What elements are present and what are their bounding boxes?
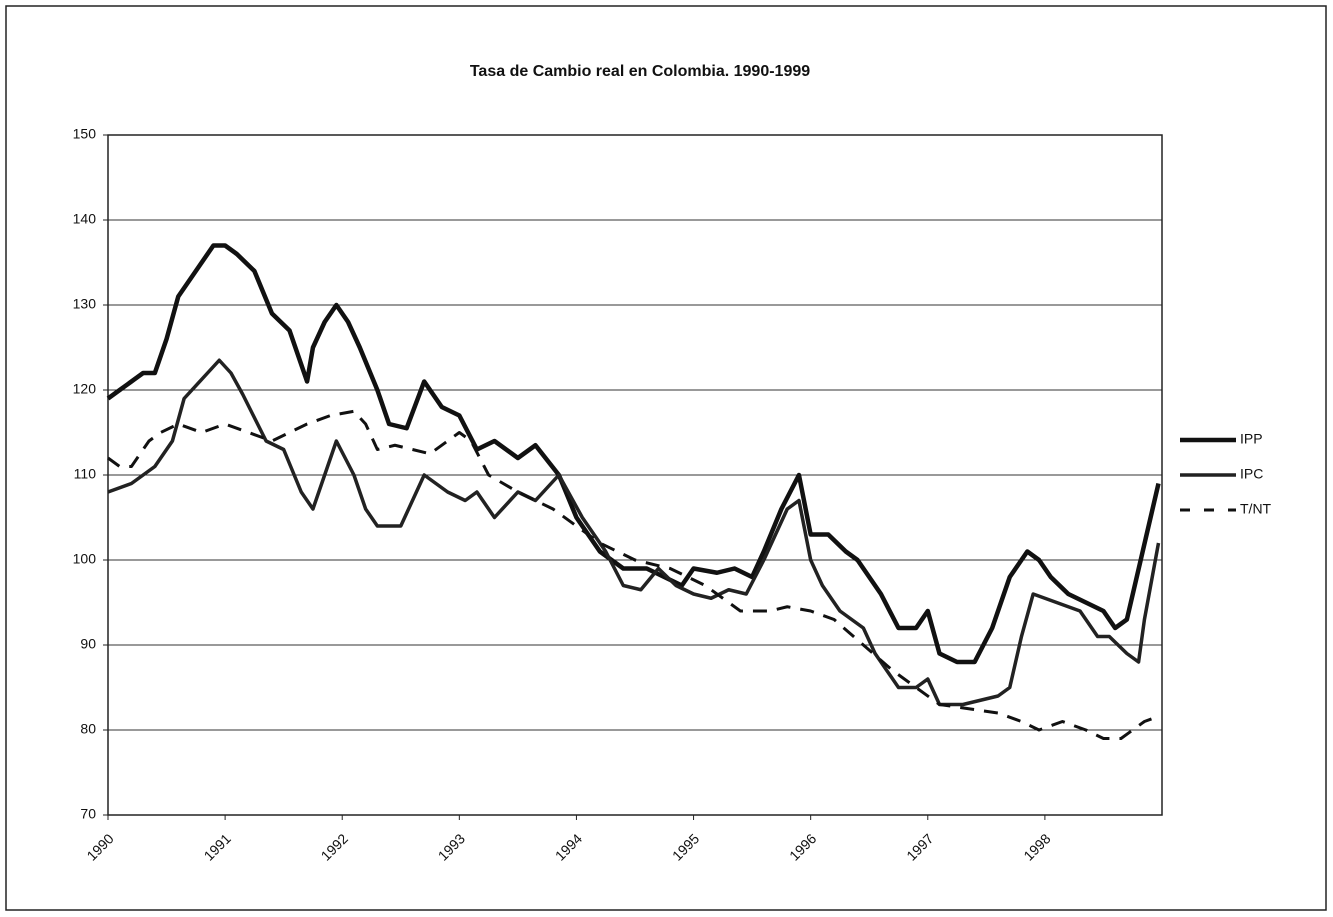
y-tick-label: 130 bbox=[73, 296, 97, 312]
y-tick-label: 90 bbox=[80, 636, 96, 652]
y-tick-label: 120 bbox=[73, 381, 97, 397]
series-line bbox=[106, 243, 1161, 665]
x-tick-label: 1995 bbox=[669, 830, 702, 863]
x-tick-label: 1996 bbox=[786, 830, 819, 863]
x-tick-label: 1994 bbox=[552, 830, 585, 863]
x-tick-label: 1998 bbox=[1020, 830, 1053, 863]
y-tick-label: 150 bbox=[73, 126, 97, 142]
plot-area bbox=[107, 134, 1163, 816]
x-tick-label: 1997 bbox=[903, 830, 936, 863]
y-tick-label: 70 bbox=[80, 806, 96, 822]
y-tick-label: 140 bbox=[73, 211, 97, 227]
series-line bbox=[107, 358, 1161, 707]
y-tick-label: 100 bbox=[73, 551, 97, 567]
chart-frame bbox=[5, 5, 1327, 911]
chart-title: Tasa de Cambio real en Colombia. 1990-19… bbox=[470, 63, 810, 80]
legend-label: IPC bbox=[1240, 466, 1263, 482]
legend-label: T/NT bbox=[1240, 501, 1272, 517]
x-tick-label: 1991 bbox=[201, 830, 234, 863]
y-tick-label: 80 bbox=[80, 721, 96, 737]
x-tick-label: 1990 bbox=[83, 830, 116, 863]
y-tick-label: 110 bbox=[74, 466, 97, 482]
series-line bbox=[107, 409, 1157, 740]
legend-label: IPP bbox=[1240, 431, 1263, 447]
x-tick-label: 1993 bbox=[435, 830, 468, 863]
x-tick-label: 1992 bbox=[318, 830, 351, 863]
